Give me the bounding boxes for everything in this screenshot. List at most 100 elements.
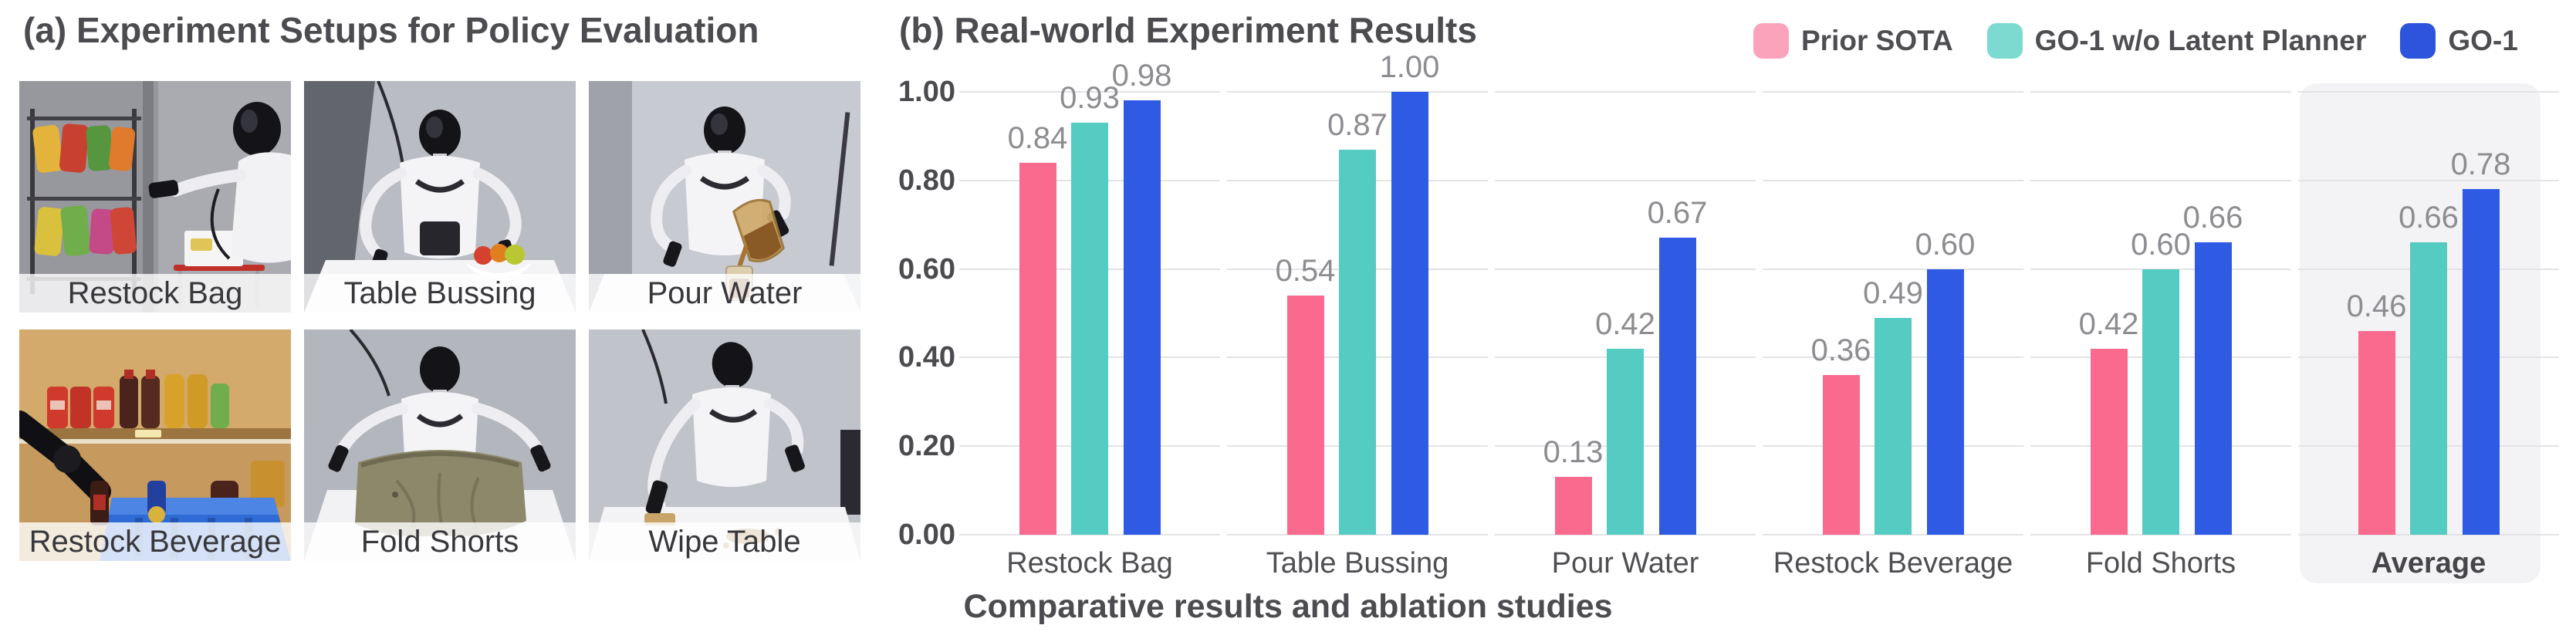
legend-item-go1: GO-1 [2400, 23, 2518, 59]
legend-label-go1: GO-1 [2448, 25, 2518, 56]
bar-go-1-restock-beverage [1926, 269, 1964, 535]
bar-go-1-pour-water [1658, 238, 1696, 535]
y-axis-tick-label: 0.40 [898, 341, 955, 374]
bar-go-1-w-o-latent-planner-fold-shorts [2142, 269, 2179, 535]
gridline [1763, 534, 2023, 536]
photo-label-table-bussing: Table Bussing [304, 274, 576, 313]
bar-go-1-w-o-latent-planner-restock-bag [1071, 123, 1108, 535]
gridline [2030, 179, 2291, 181]
x-axis-category-label: Restock Beverage [1773, 547, 2013, 579]
chart-legend: Prior SOTA GO-1 w/o Latent Planner GO-1 [1753, 23, 2518, 59]
photo-label-restock-bag: Restock Bag [19, 274, 291, 313]
bar-value-label: 0.93 [1060, 81, 1120, 115]
legend-item-prior-sota: Prior SOTA [1753, 23, 1953, 59]
x-axis-category-label: Average [2371, 547, 2486, 579]
gridline [1495, 268, 1756, 270]
facet-restock-bag: 0.84 0.93 0.98 [959, 59, 1220, 536]
photo-label-pour-water: Pour Water [589, 274, 860, 313]
gridline [2030, 268, 2291, 270]
photo-label-wipe-table: Wipe Table [589, 522, 860, 561]
bar-prior-sota-fold-shorts [2090, 349, 2128, 535]
gridline [2030, 534, 2291, 536]
gridline [1763, 179, 2023, 181]
y-axis-tick-label: 0.80 [898, 164, 955, 197]
photo-fold-shorts: Fold Shorts [304, 329, 576, 561]
y-axis-tick-label: 0.20 [898, 430, 955, 463]
legend-swatch-go1-wo-latent-planner [1986, 23, 2023, 59]
legend-label-go1-wo-latent-planner: GO-1 w/o Latent Planner [2034, 25, 2367, 56]
bar-value-label: 1.00 [1379, 50, 1440, 84]
gridline [2030, 91, 2291, 93]
bar-prior-sota-table-bussing [1286, 296, 1324, 535]
facet-restock-beverage: 0.36 0.49 0.60 [1763, 91, 2023, 536]
gridline [959, 91, 1220, 93]
bar-value-label: 0.98 [1111, 59, 1172, 93]
legend-swatch-go1 [2400, 23, 2436, 59]
bar-value-label: 0.42 [1595, 307, 1655, 341]
x-axis-category-label: Pour Water [1551, 547, 1699, 579]
bar-value-label: 0.46 [2346, 289, 2407, 323]
bar-value-label: 0.84 [1007, 121, 1068, 155]
bar-value-label: 0.49 [1863, 276, 1923, 310]
bar-go-1-w-o-latent-planner-table-bussing [1339, 150, 1376, 535]
gridline [2298, 179, 2559, 181]
gridline [1763, 268, 2023, 270]
y-axis-tick-label: 0.00 [898, 519, 955, 551]
gridline [2298, 91, 2559, 93]
bar-prior-sota-average [2358, 331, 2395, 535]
bar-value-label: 0.36 [1810, 333, 1871, 367]
y-axis-tick-label: 0.60 [898, 252, 955, 286]
photo-pour-water: Pour Water [589, 81, 860, 313]
photo-label-restock-beverage: Restock Beverage [19, 522, 291, 561]
bar-value-label: 0.66 [2182, 201, 2243, 235]
figure-caption: Comparative results and ablation studies [963, 588, 1613, 625]
gridline [1495, 179, 1756, 181]
bar-prior-sota-restock-bag [1019, 163, 1056, 535]
panel-a-title: (a) Experiment Setups for Policy Evaluat… [23, 10, 759, 50]
photo-restock-beverage: Restock Beverage [19, 329, 291, 561]
gridline [1495, 91, 1756, 93]
gridline [1763, 91, 2023, 93]
gridline [959, 534, 1220, 536]
bar-value-label: 0.54 [1275, 254, 1336, 288]
bar-value-label: 0.78 [2450, 147, 2511, 181]
restock-bag-photo-illustration [19, 81, 291, 313]
legend-label-prior-sota: Prior SOTA [1801, 25, 1953, 56]
x-axis-category-label: Table Bussing [1266, 547, 1449, 579]
photo-label-fold-shorts: Fold Shorts [304, 522, 576, 561]
gridline [1227, 534, 1488, 536]
bar-go-1-average [2462, 189, 2500, 535]
facet-pour-water: 0.13 0.42 0.67 [1495, 91, 1756, 536]
photo-restock-bag: Restock Bag [19, 81, 291, 313]
bar-go-1-fold-shorts [2194, 242, 2232, 535]
facet-average: 0.46 0.66 0.78 [2298, 91, 2559, 536]
bar-prior-sota-restock-beverage [1822, 375, 1860, 535]
photo-wipe-table: Wipe Table [589, 329, 860, 561]
bar-go-1-table-bussing [1391, 92, 1428, 535]
bar-value-label: 0.13 [1543, 435, 1604, 469]
bar-go-1-w-o-latent-planner-pour-water [1607, 349, 1644, 535]
bar-value-label: 0.42 [2078, 307, 2139, 341]
bar-value-label: 0.60 [1915, 228, 1976, 262]
legend-swatch-prior-sota [1753, 23, 1789, 59]
x-axis-category-label: Restock Bag [1006, 547, 1173, 579]
bar-go-1-w-o-latent-planner-restock-beverage [1875, 318, 1912, 535]
gridline [1227, 91, 1488, 93]
facet-table-bussing: 0.54 0.87 1.00 [1227, 50, 1488, 536]
gridline [1495, 534, 1756, 536]
y-axis-tick-label: 1.00 [898, 76, 955, 108]
gridline [2298, 534, 2559, 536]
x-axis-category-label: Fold Shorts [2085, 547, 2236, 579]
legend-item-go1-wo-latent-planner: GO-1 w/o Latent Planner [1986, 23, 2367, 59]
bar-go-1-w-o-latent-planner-average [2410, 242, 2447, 535]
bar-value-label: 0.67 [1647, 196, 1708, 230]
experiment-photo-grid: Restock Bag [19, 81, 860, 561]
facet-fold-shorts: 0.42 0.60 0.66 [2030, 91, 2291, 536]
bar-value-label: 0.87 [1327, 108, 1388, 142]
bar-value-label: 0.60 [2131, 228, 2191, 262]
bar-go-1-restock-bag [1123, 100, 1161, 535]
bar-chart: 0.00 0.20 0.40 0.60 0.80 1.00 0.84 0.93 0.98 Rest… [895, 50, 2576, 602]
panel-b-title: (b) Real-world Experiment Results [899, 10, 1477, 50]
photo-table-bussing: Table Bussing [304, 81, 576, 313]
